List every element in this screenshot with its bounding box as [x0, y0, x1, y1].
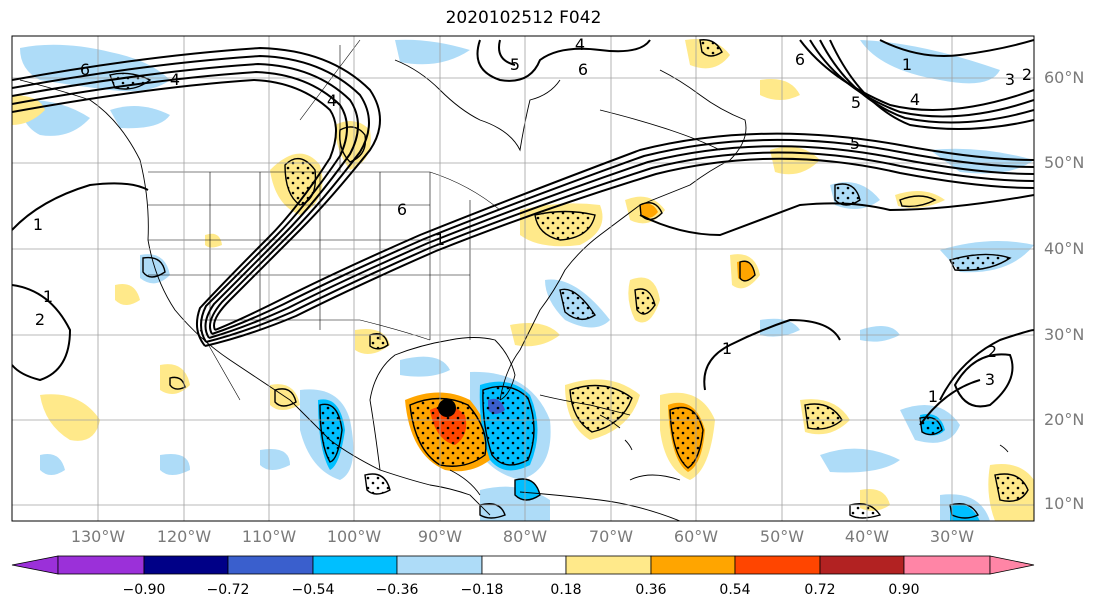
- colorbar-label: 0.18: [550, 582, 582, 598]
- lat-label: 30°N: [1044, 325, 1085, 344]
- colorbar-segment: [481, 555, 567, 575]
- contour-label: 1: [928, 387, 938, 406]
- colorbar-label: −0.18: [460, 582, 504, 598]
- contour-label: 5: [510, 55, 520, 74]
- colorbar-segment: [227, 555, 314, 575]
- contour-label: 4: [170, 70, 180, 89]
- colorbar-label: 0.90: [888, 582, 920, 598]
- lon-label: 110°W: [241, 527, 297, 546]
- lon-label: 80°W: [502, 527, 548, 546]
- contour-label: 5: [851, 93, 861, 112]
- colorbar-label: −0.36: [375, 582, 419, 598]
- colorbar-label: 0.54: [719, 582, 751, 598]
- colorbar-label: 0.72: [804, 582, 836, 598]
- colorbar-label: 0.36: [635, 582, 667, 598]
- colorbar-segment: [143, 555, 229, 575]
- contour-label: 1: [33, 215, 43, 234]
- colorbar-low-extend: [11, 555, 59, 575]
- map-frame: [11, 35, 1035, 522]
- lat-label: 20°N: [1044, 410, 1085, 429]
- contour-label: 1: [435, 230, 445, 249]
- lon-label: 70°W: [588, 527, 634, 546]
- contour-label: 6: [795, 50, 805, 69]
- storm-center-marker: [438, 399, 456, 417]
- lat-label: 40°N: [1044, 239, 1085, 258]
- contour-label: 6: [397, 200, 407, 219]
- colorbar-label: −0.54: [291, 582, 335, 598]
- anomaly-outlines: [109, 39, 1029, 519]
- contour-label: 4: [910, 90, 920, 109]
- lat-label: 50°N: [1044, 153, 1085, 172]
- map-title: 2020102512 F042: [445, 8, 602, 28]
- contour-label: 6: [578, 60, 588, 79]
- lon-label: 50°W: [759, 527, 805, 546]
- lon-label: 120°W: [156, 527, 212, 546]
- contour-label: 5: [850, 134, 860, 153]
- colorbar-high-extend: [989, 555, 1035, 575]
- contour-label: 3: [985, 370, 995, 389]
- lon-label: 100°W: [326, 527, 382, 546]
- coastlines: [19, 59, 1009, 521]
- contour-label: 2: [1022, 65, 1032, 84]
- lat-label: 10°N: [1044, 494, 1085, 513]
- colorbar-segment: [396, 555, 483, 575]
- lon-label: 40°W: [844, 527, 890, 546]
- colorbar-label: −0.72: [206, 582, 250, 598]
- contour-label: 2: [987, 342, 997, 361]
- political-borders: [148, 39, 501, 401]
- lon-label: 90°W: [417, 527, 463, 546]
- colorbar-segment: [650, 555, 736, 575]
- contour-label: 2: [35, 310, 45, 329]
- colorbar-label: −0.90: [122, 582, 166, 598]
- lon-label: 60°W: [673, 527, 719, 546]
- contour-label: 1: [722, 339, 732, 358]
- height-contours: [12, 39, 1034, 426]
- contour-label: 6: [80, 60, 90, 79]
- contour-label: 1: [902, 55, 912, 74]
- colorbar: [11, 555, 1035, 575]
- contour-label: 4: [327, 91, 337, 110]
- lon-label: 30°W: [929, 527, 975, 546]
- lat-label: 60°N: [1044, 68, 1085, 87]
- contour-label: 1: [43, 287, 53, 306]
- contour-label: 4: [575, 35, 585, 54]
- colorbar-segment: [903, 555, 991, 575]
- colorbar-segment: [57, 555, 145, 575]
- colorbar-segment: [819, 555, 905, 575]
- colorbar-segment: [312, 555, 398, 575]
- colorbar-segment: [565, 555, 652, 575]
- lon-label: 130°W: [70, 527, 126, 546]
- contour-label: 3: [1005, 70, 1015, 89]
- colorbar-segment: [734, 555, 821, 575]
